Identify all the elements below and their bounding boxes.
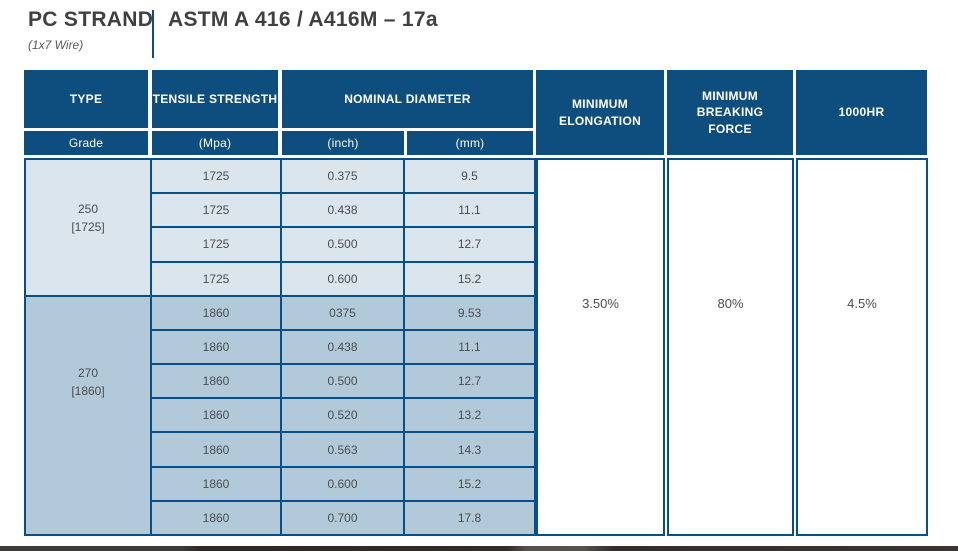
cell-inch: 0.563: [282, 433, 403, 466]
cell-mm: 11.1: [405, 194, 534, 227]
cell-inch: 0.438: [282, 194, 403, 227]
cell-mpa: 1860: [152, 365, 280, 398]
cell-1000hr: 4.5%: [796, 158, 928, 536]
header-tensile-strength: TENSILE STRENGTH: [152, 70, 278, 128]
cell-inch: 0.520: [282, 399, 403, 432]
grade-bracket: [1725]: [71, 220, 105, 235]
cell-mm: 13.2: [405, 399, 534, 432]
subheader-inch: (inch): [282, 131, 404, 155]
cell-mm: 12.7: [405, 365, 534, 398]
cell-mpa: 1860: [152, 467, 280, 500]
page-subtitle: (1x7 Wire): [28, 38, 84, 52]
header-nominal-diameter: NOMINAL DIAMETER: [282, 70, 533, 128]
grade-group-270: 270 [1860]: [26, 296, 150, 534]
cell-mm: 15.2: [405, 262, 534, 295]
grade-value: 270: [77, 366, 99, 381]
cell-mpa: 1860: [152, 399, 280, 432]
page-title: PC STRAND: [28, 8, 154, 31]
cell-mm: 14.3: [405, 433, 534, 466]
subheader-mpa: (Mpa): [152, 131, 278, 155]
cell-mm: 15.2: [405, 467, 534, 500]
cell-mpa: 1860: [152, 296, 280, 329]
cell-mpa: 1725: [152, 228, 280, 261]
photo-edge-strip: [0, 546, 958, 551]
grade-bracket: [1860]: [71, 384, 105, 399]
cell-mm: 11.1: [405, 330, 534, 364]
cell-inch: 0.600: [282, 467, 403, 500]
header-1000hr: 1000HR: [796, 70, 927, 155]
cell-mpa: 1725: [152, 194, 280, 227]
cell-mpa: 1860: [152, 330, 280, 364]
standard-title: ASTM A 416 / A416M – 17a: [168, 8, 438, 31]
cell-mm: 17.8: [405, 501, 534, 534]
grade-value: 250: [77, 202, 99, 217]
header-minimum-breaking-force: MINIMUM BREAKING FORCE: [667, 70, 793, 155]
cell-mm: 9.5: [405, 160, 534, 193]
cell-inch: 0375: [282, 296, 403, 329]
cell-inch: 0.438: [282, 330, 403, 364]
title-divider: [152, 10, 154, 58]
cell-inch: 0.500: [282, 365, 403, 398]
grade-group-250: 250 [1725]: [26, 160, 150, 295]
cell-inch: 0.375: [282, 160, 403, 193]
cell-mpa: 1860: [152, 501, 280, 534]
cell-minimum-elongation: 3.50%: [536, 158, 665, 536]
cell-inch: 0.700: [282, 501, 403, 534]
cell-mm: 12.7: [405, 228, 534, 261]
cell-mpa: 1725: [152, 262, 280, 295]
cell-mm: 9.53: [405, 296, 534, 329]
header-type: TYPE: [24, 70, 148, 128]
cell-mpa: 1725: [152, 160, 280, 193]
cell-inch: 0.500: [282, 228, 403, 261]
data-grid: 250 [1725] 1725 0.375 9.5 1725 0.438 11.…: [24, 158, 536, 536]
subheader-mm: (mm): [407, 131, 533, 155]
cell-inch: 0.600: [282, 262, 403, 295]
cell-minimum-breaking-force: 80%: [667, 158, 794, 536]
header-minimum-elongation: MINIMUM ELONGATION: [536, 70, 664, 155]
cell-mpa: 1860: [152, 433, 280, 466]
subheader-grade: Grade: [24, 131, 148, 155]
